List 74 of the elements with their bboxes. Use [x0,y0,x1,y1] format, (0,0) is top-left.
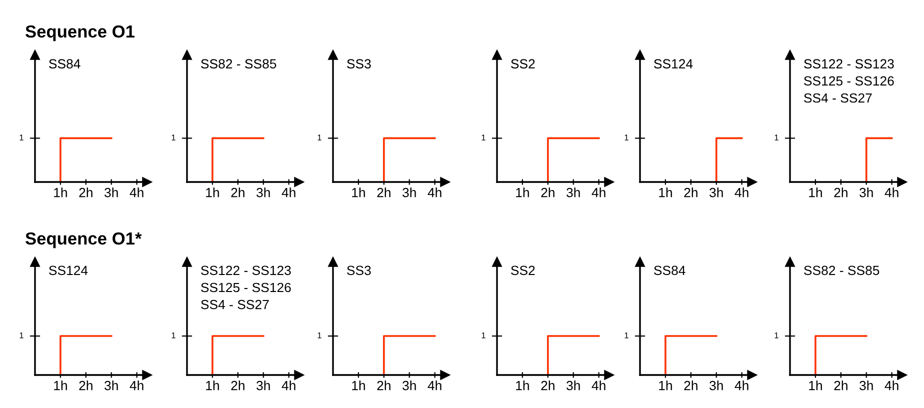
chart-title: SS84 [654,266,686,276]
x-tick-label: 3h [566,188,580,198]
x-tick-label: 1h [352,380,365,390]
x-tick-label: 2h [541,188,554,198]
chart-title: SS3 [347,266,371,276]
chart-title: SS84 [49,59,80,68]
x-tick-label: 3h [860,380,873,390]
x-tick-label: 2h [684,380,698,390]
x-tick-label: 2h [377,380,390,390]
x-tick-label: 4h [428,380,442,390]
x-tick-label: 3h [104,188,118,198]
x-tick-label: 1h [516,188,529,198]
x-tick-label: 2h [377,188,390,198]
text: 1 [172,332,176,338]
x-tick-label: 2h [231,380,244,390]
text: 1 [318,332,322,338]
chart-title: SS2 [511,266,535,276]
x-tick-label: 4h [592,188,606,198]
text: 1 [774,134,778,140]
chart-title: SS122 - SS123 SS125 - SS126 SS4 - SS27 [201,266,291,310]
x-tick-label: 2h [79,188,92,198]
x-tick-label: 1h [206,188,219,198]
x-tick-label: 1h [54,380,67,390]
x-tick-label: 4h [734,380,748,390]
x-tick-label: 3h [566,380,580,390]
x-tick-label: 3h [402,188,416,198]
x-tick-label: 3h [860,188,873,198]
x-tick-label: 4h [734,188,748,198]
chart-title: SS82 - SS85 [201,59,276,68]
x-tick-label: 1h [54,188,67,198]
x-tick-label: 4h [282,380,296,390]
text: 1 [20,134,24,140]
x-tick-label: 2h [231,188,244,198]
x-tick-label: 3h [256,380,270,390]
text: 1 [172,134,176,140]
chart-title: SS124 [49,266,88,276]
x-tick-label: 3h [104,380,118,390]
text: 1 [482,134,486,140]
text: 1 [624,134,628,140]
x-tick-label: 1h [516,380,529,390]
chart-title: SS122 - SS123 SS125 - SS126 SS4 - SS27 [804,59,894,103]
x-tick-label: 4h [884,380,898,390]
x-tick-label: 4h [592,380,606,390]
x-tick-label: 1h [659,380,672,390]
chart-title: SS124 [654,59,693,68]
x-tick-label: 3h [710,380,723,390]
x-tick-label: 1h [659,188,672,198]
x-tick-label: 2h [79,380,92,390]
chart-title: SS3 [347,59,371,68]
text: 1 [318,134,322,140]
x-tick-label: 3h [402,380,416,390]
x-tick-label: 2h [541,380,554,390]
x-tick-label: 2h [834,188,848,198]
x-tick-label: 1h [809,380,822,390]
x-tick-label: 4h [130,380,144,390]
chart-title: SS82 - SS85 [804,266,880,276]
text: Sequence O1* [26,232,142,248]
text: 1 [624,332,628,338]
x-tick-label: 2h [834,380,848,390]
text: Sequence O1 [26,25,135,42]
x-tick-label: 3h [256,188,270,198]
x-tick-label: 4h [282,188,296,198]
text: 1 [774,332,778,338]
x-tick-label: 1h [206,380,219,390]
x-tick-label: 4h [428,188,442,198]
x-tick-label: 3h [710,188,723,198]
x-tick-label: 4h [130,188,144,198]
x-tick-label: 2h [684,188,698,198]
x-tick-label: 4h [884,188,898,198]
text: 1 [482,332,486,338]
x-tick-label: 1h [352,188,365,198]
x-tick-label: 1h [809,188,822,198]
text: 1 [20,332,24,338]
chart-title: SS2 [511,59,535,68]
